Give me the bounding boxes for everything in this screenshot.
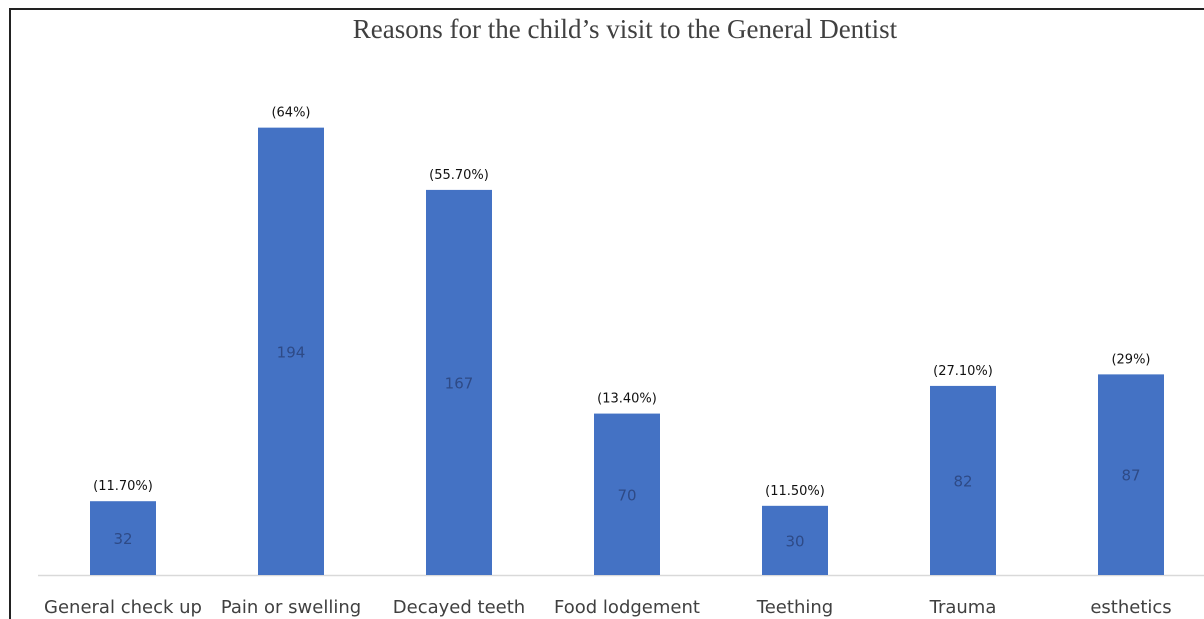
bar xyxy=(762,505,828,575)
bar-percent-label: (11.50%) xyxy=(765,484,825,499)
bar-value-label: 32 xyxy=(113,530,132,548)
bar-value-label: 30 xyxy=(785,532,804,550)
bar-percent-label: (11.70%) xyxy=(93,479,153,494)
category-label: esthetics xyxy=(1090,597,1171,618)
category-label: Teething xyxy=(756,597,833,618)
bar-percent-label: (13.40%) xyxy=(597,392,657,407)
bar-value-label: 194 xyxy=(277,343,306,361)
bar xyxy=(90,501,156,575)
bar xyxy=(594,413,660,575)
bar-percent-label: (55.70%) xyxy=(429,168,489,183)
bar-percent-label: (64%) xyxy=(271,106,310,121)
chart-title: Reasons for the child’s visit to the Gen… xyxy=(352,14,898,44)
category-label: Decayed teeth xyxy=(393,597,525,618)
bar xyxy=(1098,374,1164,575)
bar xyxy=(930,385,996,575)
category-label: Pain or swelling xyxy=(221,597,361,618)
bar xyxy=(426,189,492,575)
bar-percent-label: (27.10%) xyxy=(933,364,993,379)
bar-percent-label: (29%) xyxy=(1111,352,1150,367)
category-label: Food lodgement xyxy=(554,597,700,618)
bar-value-label: 87 xyxy=(1121,467,1140,485)
category-label: Trauma xyxy=(929,597,997,618)
bar-value-label: 82 xyxy=(953,472,972,490)
bar-value-label: 167 xyxy=(445,374,474,392)
bar-value-label: 70 xyxy=(617,486,636,504)
category-label: General check up xyxy=(44,597,202,618)
bar xyxy=(258,127,324,576)
